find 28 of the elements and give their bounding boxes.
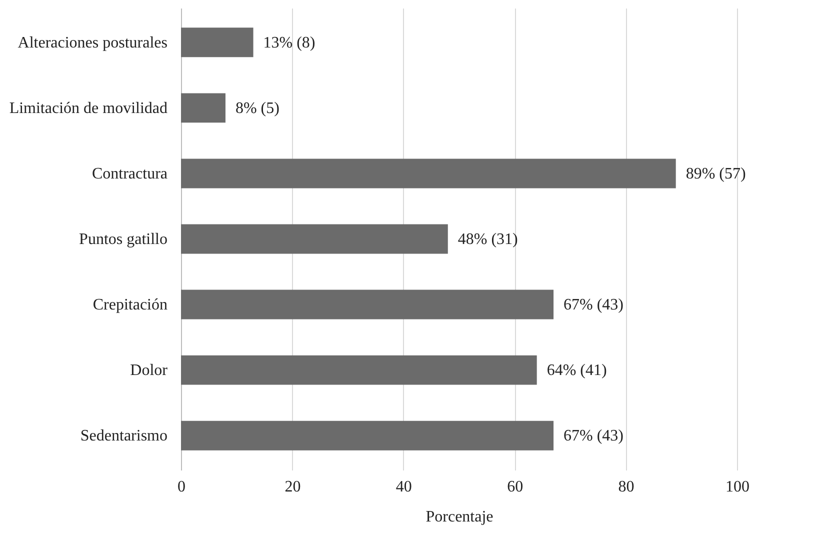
bar [181, 93, 226, 123]
bar [181, 420, 554, 450]
bar [181, 28, 254, 58]
data-label: 48% (31) [458, 231, 518, 248]
x-tick-label: 20 [284, 478, 301, 496]
x-tick-label: 60 [507, 478, 524, 496]
data-label: 89% (57) [686, 165, 746, 182]
bar [181, 224, 448, 254]
x-tick-label: 0 [178, 478, 186, 496]
bar [181, 355, 537, 385]
data-label: 64% (41) [546, 362, 607, 380]
y-tick-label: Sedentarismo [80, 428, 168, 445]
x-tick-label: 80 [618, 478, 634, 496]
y-tick-label: Dolor [130, 362, 168, 380]
y-tick-label: Limitación de movilidad [9, 100, 168, 117]
y-tick-label: Crepitación [92, 296, 168, 314]
data-label: 67% (43) [564, 296, 624, 314]
data-label: 13% (8) [263, 34, 316, 52]
y-tick-label: Alteraciones posturales [18, 34, 168, 52]
data-label: 8% (5) [235, 100, 280, 117]
y-tick-label: Puntos gatillo [79, 231, 168, 248]
bar [181, 158, 676, 188]
y-tick-label: Contractura [92, 165, 168, 182]
x-axis-title: Porcentaje [426, 508, 494, 526]
x-tick-label: 40 [396, 478, 412, 496]
x-tick-label: 100 [726, 478, 750, 496]
data-label: 67% (43) [564, 428, 624, 445]
bar [181, 290, 554, 320]
